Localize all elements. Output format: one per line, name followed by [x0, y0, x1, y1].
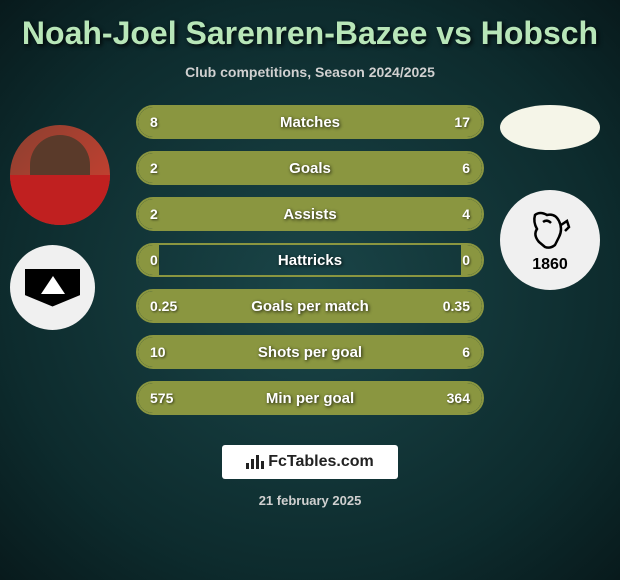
- chart-bars-icon: [246, 455, 264, 469]
- stat-label: Goals per match: [138, 298, 482, 315]
- stat-row: 575364Min per goal: [136, 381, 484, 415]
- page-title: Noah-Joel Sarenren-Bazee vs Hobsch: [22, 15, 598, 52]
- stat-row: 00Hattricks: [136, 243, 484, 277]
- brand-text: FcTables.com: [268, 453, 374, 471]
- stat-row: 106Shots per goal: [136, 335, 484, 369]
- stat-label: Assists: [138, 206, 482, 223]
- avatar-jersey: [10, 175, 110, 225]
- club-badge-left: [10, 245, 95, 330]
- club-year: 1860: [532, 256, 568, 274]
- player-right-avatar: [500, 105, 600, 150]
- badge-inner-shield: [25, 269, 80, 307]
- player-right-column: 1860: [500, 105, 600, 290]
- stat-row: 817Matches: [136, 105, 484, 139]
- stat-row: 24Assists: [136, 197, 484, 231]
- content: 1860 817Matches 26Goals 24Assists 00Hattric…: [0, 105, 620, 427]
- club-badge-right: 1860: [500, 190, 600, 290]
- stat-row: 26Goals: [136, 151, 484, 185]
- player-left-column: [10, 125, 110, 330]
- brand-badge[interactable]: FcTables.com: [222, 445, 398, 479]
- date-text: 21 february 2025: [259, 493, 362, 508]
- stat-label: Shots per goal: [138, 344, 482, 361]
- lion-icon: [525, 207, 575, 259]
- badge-flag-icon: [41, 276, 65, 294]
- stat-row: 0.250.35Goals per match: [136, 289, 484, 323]
- subtitle: Club competitions, Season 2024/2025: [185, 64, 435, 80]
- stat-label: Goals: [138, 160, 482, 177]
- stat-label: Hattricks: [138, 252, 482, 269]
- stats-list: 817Matches 26Goals 24Assists 00Hattricks 0.2…: [136, 105, 484, 427]
- stat-label: Matches: [138, 114, 482, 131]
- player-left-avatar: [10, 125, 110, 225]
- container: Noah-Joel Sarenren-Bazee vs Hobsch Club …: [0, 0, 620, 580]
- stat-label: Min per goal: [138, 390, 482, 407]
